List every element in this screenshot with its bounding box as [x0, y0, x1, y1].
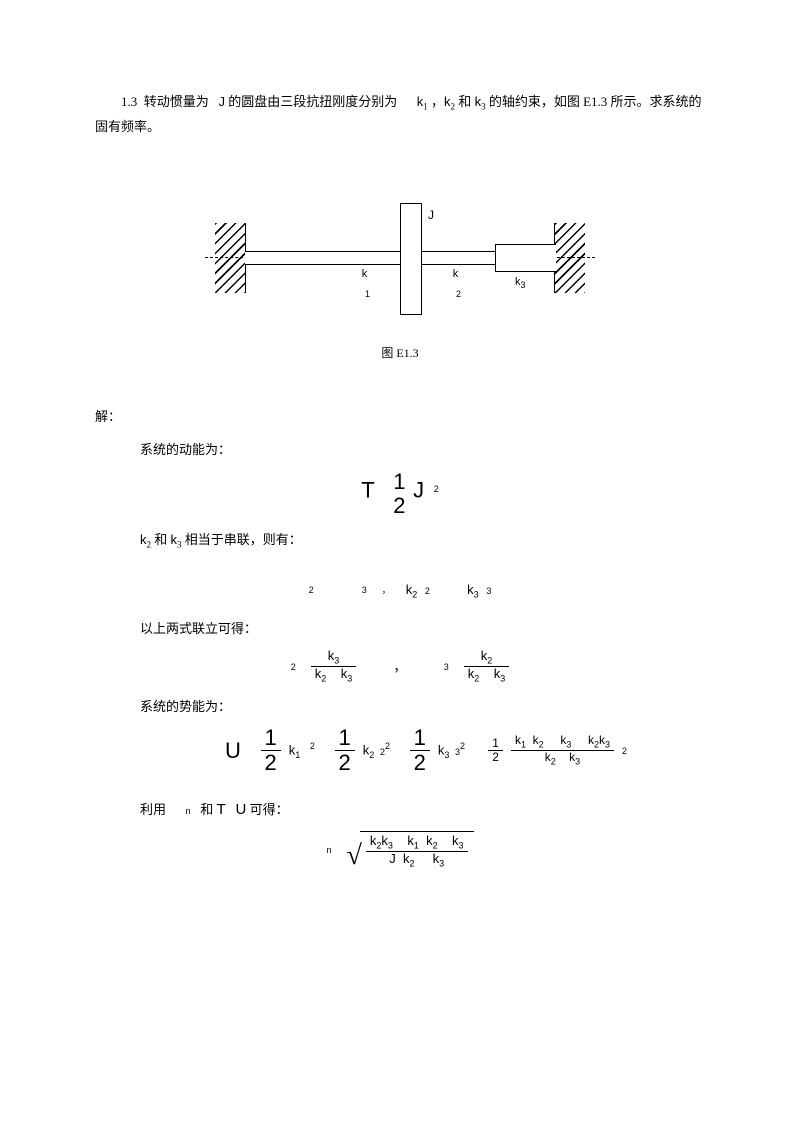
frac-half: 1 2	[389, 470, 409, 518]
problem-number: 1.3	[121, 94, 137, 109]
figure-caption: 图 E1.3	[95, 343, 705, 365]
diagram: J k1 k2 k3	[215, 193, 585, 323]
equation-5: n √ k2k3 k1 k2 k3 J k	[95, 831, 705, 870]
text: 和	[455, 94, 475, 109]
equation-4: U 12 k1 2 12 k2 22 12 k3 32 12	[185, 726, 705, 775]
wall-right	[554, 223, 585, 293]
label-k1: k1	[359, 265, 370, 305]
diagram-container: J k1 k2 k3 图 E1.3	[95, 193, 705, 365]
step-2: k2 和 k3 相当于串联，则有：	[95, 528, 705, 553]
text: 转动惯量为	[144, 94, 209, 109]
step-3: 以上两式联立可得：	[95, 617, 705, 640]
sqrt: √ k2k3 k1 k2 k3 J k2	[346, 831, 473, 870]
problem-statement: 1.3 转动惯量为 J 的圆盘由三段抗扭刚度分别为 k1 ，k2 和 k3 的轴…	[95, 90, 705, 138]
label-J: J	[428, 205, 434, 227]
eq-J: J	[413, 477, 424, 502]
shaft-3	[495, 244, 556, 272]
frac: k2 k2 k3	[464, 649, 509, 685]
step-5: 利用 n 和 T U 可得：	[95, 796, 705, 823]
solution: 解： 系统的动能为： T 1 2 J 2 k2 和 k3 相当于串联，则有： 2…	[95, 405, 705, 870]
exp: 2	[434, 484, 439, 494]
shaft-2	[420, 251, 495, 265]
solution-head: 解：	[95, 405, 705, 428]
var-J: J	[219, 94, 226, 109]
shaft-1	[245, 251, 400, 265]
page: 1.3 转动惯量为 J 的圆盘由三段抗扭刚度分别为 k1 ， k2 和 k3 的轴…	[0, 0, 800, 870]
step-1: 系统的动能为：	[95, 438, 705, 461]
disk	[400, 203, 422, 315]
wall-left	[215, 223, 246, 293]
label-k3: k3	[515, 273, 526, 293]
text: ，	[428, 94, 444, 109]
step-4: 系统的势能为：	[95, 695, 705, 718]
equation-1: T 1 2 J 2	[95, 470, 705, 518]
label-k2: k2	[450, 265, 461, 305]
text: E1.3	[580, 94, 607, 109]
equation-3: 2 k3 k2 k3 ， 3 k2 k2	[95, 649, 705, 685]
frac: k3 k2 k3	[311, 649, 356, 685]
eq-T: T	[361, 477, 374, 502]
text: 的圆盘由三段抗扭刚度分别为	[228, 94, 397, 109]
text: 的轴约束，如图	[486, 94, 580, 109]
equation-2: 2 3 ， k2 2 k3 3	[95, 578, 705, 603]
